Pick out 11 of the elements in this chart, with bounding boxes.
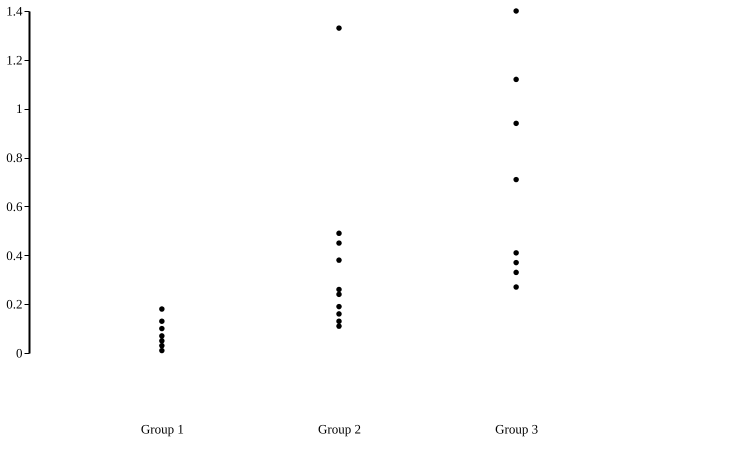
x-tick-label: Group 1 (140, 422, 184, 436)
y-tick-label: 1.4 (6, 4, 23, 18)
y-tick-label: 0 (16, 346, 22, 360)
y-tick-label: 1 (16, 101, 22, 116)
y-tick-label: 0.6 (6, 198, 23, 214)
y-tick-label: 0.4 (6, 248, 23, 263)
y-tick-label: 0.2 (6, 296, 22, 312)
y-tick-label: 0.8 (6, 150, 22, 166)
x-tick-label: Group 2 (318, 422, 361, 436)
y-tick-label: 1.2 (6, 52, 22, 68)
x-tick-label: Group 3 (495, 422, 538, 436)
